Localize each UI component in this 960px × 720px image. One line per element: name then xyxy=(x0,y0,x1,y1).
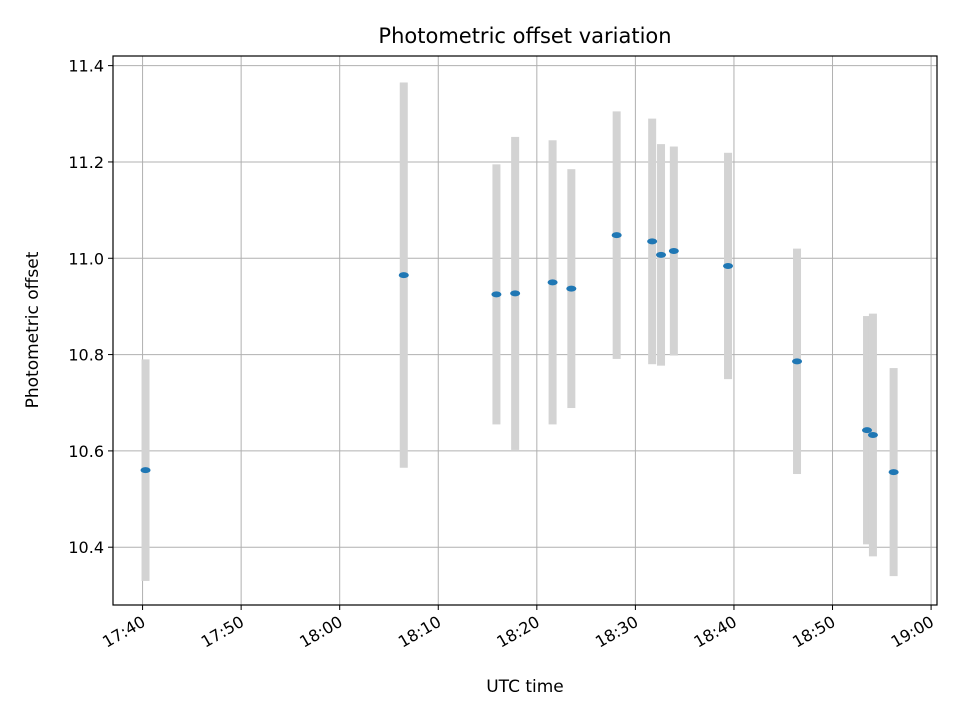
data-point xyxy=(510,290,521,297)
data-point xyxy=(668,248,679,255)
x-tick-label: 18:00 xyxy=(296,612,345,652)
x-tick-label: 17:50 xyxy=(198,612,247,652)
x-tick-label: 18:30 xyxy=(592,612,641,652)
x-tick-label: 18:10 xyxy=(395,612,444,652)
x-tick-label: 18:50 xyxy=(789,612,838,652)
x-tick-label: 18:40 xyxy=(691,612,740,652)
grid xyxy=(113,56,937,605)
x-tick-label: 17:40 xyxy=(99,612,148,652)
x-tick-label: 19:00 xyxy=(888,612,937,652)
error-bars xyxy=(141,82,898,581)
data-point xyxy=(862,427,873,434)
y-axis-label: Photometric offset xyxy=(23,251,43,408)
y-tick-label: 10.6 xyxy=(68,442,104,461)
y-axis-ticks: 10.4 10.6 10.8 11.0 11.2 11.4 xyxy=(68,57,113,557)
data-point xyxy=(398,272,409,279)
data-point xyxy=(140,467,151,474)
data-point xyxy=(647,238,658,245)
x-axis-label: UTC time xyxy=(486,677,564,697)
y-tick-label: 11.0 xyxy=(68,249,104,268)
data-point xyxy=(656,251,667,258)
data-point xyxy=(723,262,734,269)
plot-frame xyxy=(112,55,938,606)
data-point xyxy=(566,285,577,292)
x-tick-label: 18:20 xyxy=(493,612,542,652)
data-point xyxy=(792,358,803,365)
data-points xyxy=(140,232,899,476)
data-point xyxy=(547,279,558,286)
y-tick-label: 10.4 xyxy=(68,538,104,557)
data-point xyxy=(611,232,622,239)
x-axis-ticks: 17:40 17:50 18:00 18:10 18:20 18:30 18:40 18:50… xyxy=(99,605,937,652)
y-tick-label: 11.2 xyxy=(68,153,104,172)
data-point xyxy=(491,291,502,298)
data-point xyxy=(867,432,878,439)
y-tick-label: 11.4 xyxy=(68,57,104,76)
data-point xyxy=(888,469,899,476)
y-tick-label: 10.8 xyxy=(68,346,104,365)
chart-title: Photometric offset variation xyxy=(378,24,671,48)
